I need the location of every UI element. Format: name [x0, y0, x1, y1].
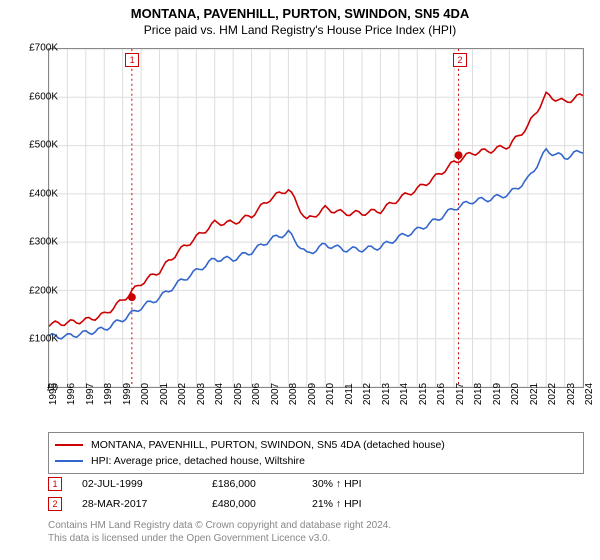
- legend: MONTANA, PAVENHILL, PURTON, SWINDON, SN5…: [48, 432, 584, 474]
- chart-title: MONTANA, PAVENHILL, PURTON, SWINDON, SN5…: [0, 0, 600, 21]
- legend-color-swatch: [55, 460, 83, 462]
- x-axis-label: 1997: [85, 383, 96, 405]
- marker-table-row: 1 02-JUL-1999£186,00030% ↑ HPI: [48, 474, 422, 494]
- x-axis-label: 2015: [418, 383, 429, 405]
- chart-subtitle: Price paid vs. HM Land Registry's House …: [0, 21, 600, 41]
- x-axis-label: 2018: [473, 383, 484, 405]
- footer-line-1: Contains HM Land Registry data © Crown c…: [48, 520, 391, 533]
- x-axis-label: 2014: [399, 383, 410, 405]
- marker-diff: 21% ↑ HPI: [312, 498, 422, 510]
- x-axis-label: 2012: [362, 383, 373, 405]
- x-axis-label: 2022: [547, 383, 558, 405]
- x-axis-label: 2005: [233, 383, 244, 405]
- x-axis-label: 2019: [492, 383, 503, 405]
- marker-badge: 1: [48, 477, 62, 491]
- x-axis-label: 2021: [529, 383, 540, 405]
- legend-label: HPI: Average price, detached house, Wilt…: [91, 455, 305, 467]
- marker-table: 1 02-JUL-1999£186,00030% ↑ HPI 2 28-MAR-201…: [48, 474, 422, 514]
- x-axis-label: 2011: [344, 383, 355, 405]
- marker-date: 02-JUL-1999: [82, 478, 212, 490]
- x-axis-label: 2001: [159, 383, 170, 405]
- y-axis-label: £300K: [29, 237, 58, 248]
- x-axis-label: 2007: [270, 383, 281, 405]
- x-axis-label: 2010: [325, 383, 336, 405]
- x-axis-label: 2000: [140, 383, 151, 405]
- footer-attribution: Contains HM Land Registry data © Crown c…: [48, 520, 391, 545]
- x-axis-label: 2003: [196, 383, 207, 405]
- marker-price: £186,000: [212, 478, 312, 490]
- y-axis-label: £600K: [29, 91, 58, 102]
- x-axis-label: 2006: [251, 383, 262, 405]
- marker-date: 28-MAR-2017: [82, 498, 212, 510]
- y-axis-label: £200K: [29, 285, 58, 296]
- x-axis-label: 2013: [381, 383, 392, 405]
- marker-badge: 2: [48, 497, 62, 511]
- marker-diff: 30% ↑ HPI: [312, 478, 422, 490]
- chart-svg: [49, 49, 583, 387]
- x-axis-label: 1996: [66, 383, 77, 405]
- x-axis-label: 1995: [48, 383, 59, 405]
- y-axis-label: £500K: [29, 140, 58, 151]
- x-axis-label: 2008: [288, 383, 299, 405]
- x-axis-label: 2002: [177, 383, 188, 405]
- x-axis-label: 2004: [214, 383, 225, 405]
- y-axis-label: £400K: [29, 188, 58, 199]
- chart-plot-area: 12: [48, 48, 584, 388]
- x-axis-label: 2017: [455, 383, 466, 405]
- legend-label: MONTANA, PAVENHILL, PURTON, SWINDON, SN5…: [91, 439, 445, 451]
- x-axis-label: 2024: [584, 383, 595, 405]
- legend-row: HPI: Average price, detached house, Wilt…: [55, 453, 577, 469]
- legend-color-swatch: [55, 444, 83, 446]
- marker-table-row: 2 28-MAR-2017£480,00021% ↑ HPI: [48, 494, 422, 514]
- chart-marker-badge: 1: [125, 53, 139, 67]
- legend-row: MONTANA, PAVENHILL, PURTON, SWINDON, SN5…: [55, 437, 577, 453]
- y-axis-label: £100K: [29, 334, 58, 345]
- x-axis-label: 1998: [103, 383, 114, 405]
- x-axis-label: 2023: [566, 383, 577, 405]
- y-axis-label: £700K: [29, 43, 58, 54]
- x-axis-label: 2020: [510, 383, 521, 405]
- x-axis-label: 2009: [307, 383, 318, 405]
- chart-container: MONTANA, PAVENHILL, PURTON, SWINDON, SN5…: [0, 0, 600, 560]
- x-axis-label: 2016: [436, 383, 447, 405]
- footer-line-2: This data is licensed under the Open Gov…: [48, 533, 391, 546]
- marker-price: £480,000: [212, 498, 312, 510]
- chart-marker-badge: 2: [453, 53, 467, 67]
- x-axis-label: 1999: [122, 383, 133, 405]
